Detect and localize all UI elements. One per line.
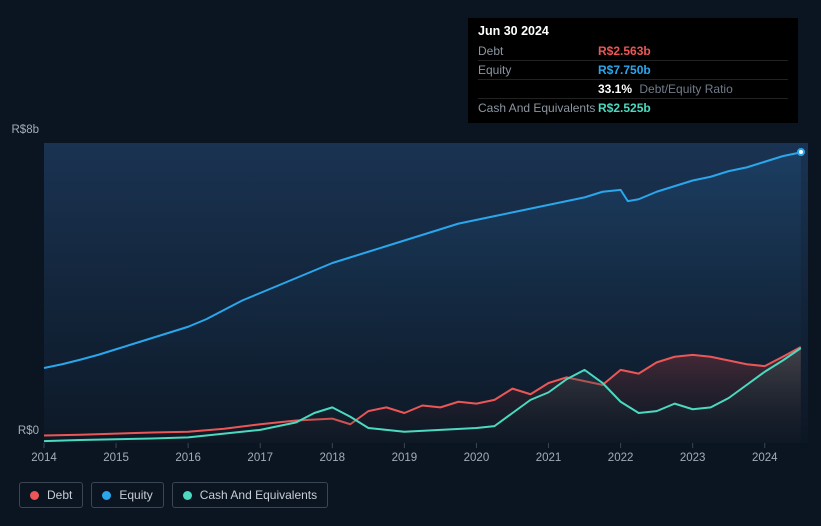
tooltip-date: Jun 30 2024 <box>478 24 788 38</box>
tooltip-row-debt: Debt R$2.563b <box>478 42 788 61</box>
tooltip-value: R$2.525b <box>598 101 651 115</box>
tooltip-value: R$7.750b <box>598 63 651 77</box>
legend-item-debt[interactable]: Debt <box>19 482 83 508</box>
legend-label: Cash And Equivalents <box>200 488 317 502</box>
legend-dot-icon <box>102 491 111 500</box>
legend-label: Debt <box>47 488 72 502</box>
tooltip-label: Debt <box>478 44 598 58</box>
x-tick-label: 2023 <box>680 452 706 464</box>
x-tick-label: 2019 <box>392 452 418 464</box>
legend-label: Equity <box>119 488 152 502</box>
legend-dot-icon <box>30 491 39 500</box>
legend: Debt Equity Cash And Equivalents <box>19 482 328 508</box>
x-tick-label: 2018 <box>320 452 346 464</box>
x-tick-label: 2015 <box>103 452 129 464</box>
tooltip-row-equity: Equity R$7.750b <box>478 61 788 80</box>
tooltip-label: Equity <box>478 63 598 77</box>
cursor-dot <box>797 148 805 156</box>
tooltip-label <box>478 82 598 96</box>
x-tick-label: 2016 <box>175 452 201 464</box>
legend-dot-icon <box>183 491 192 500</box>
x-tick-label: 2024 <box>752 452 778 464</box>
tooltip-label: Cash And Equivalents <box>478 101 598 115</box>
x-tick-label: 2014 <box>31 452 57 464</box>
tooltip-ratio-text: Debt/Equity Ratio <box>639 82 732 96</box>
legend-item-equity[interactable]: Equity <box>91 482 163 508</box>
tooltip: Jun 30 2024 Debt R$2.563b Equity R$7.750… <box>468 18 798 123</box>
x-tick-label: 2021 <box>536 452 562 464</box>
x-tick-label: 2020 <box>464 452 490 464</box>
tooltip-row-cash: Cash And Equivalents R$2.525b <box>478 99 788 117</box>
tooltip-value: R$2.563b <box>598 44 651 58</box>
legend-item-cash[interactable]: Cash And Equivalents <box>172 482 328 508</box>
x-tick-label: 2017 <box>247 452 273 464</box>
tooltip-ratio-pct: 33.1% <box>598 82 632 96</box>
x-tick-label: 2022 <box>608 452 634 464</box>
tooltip-row-ratio: 33.1% Debt/Equity Ratio <box>478 80 788 99</box>
